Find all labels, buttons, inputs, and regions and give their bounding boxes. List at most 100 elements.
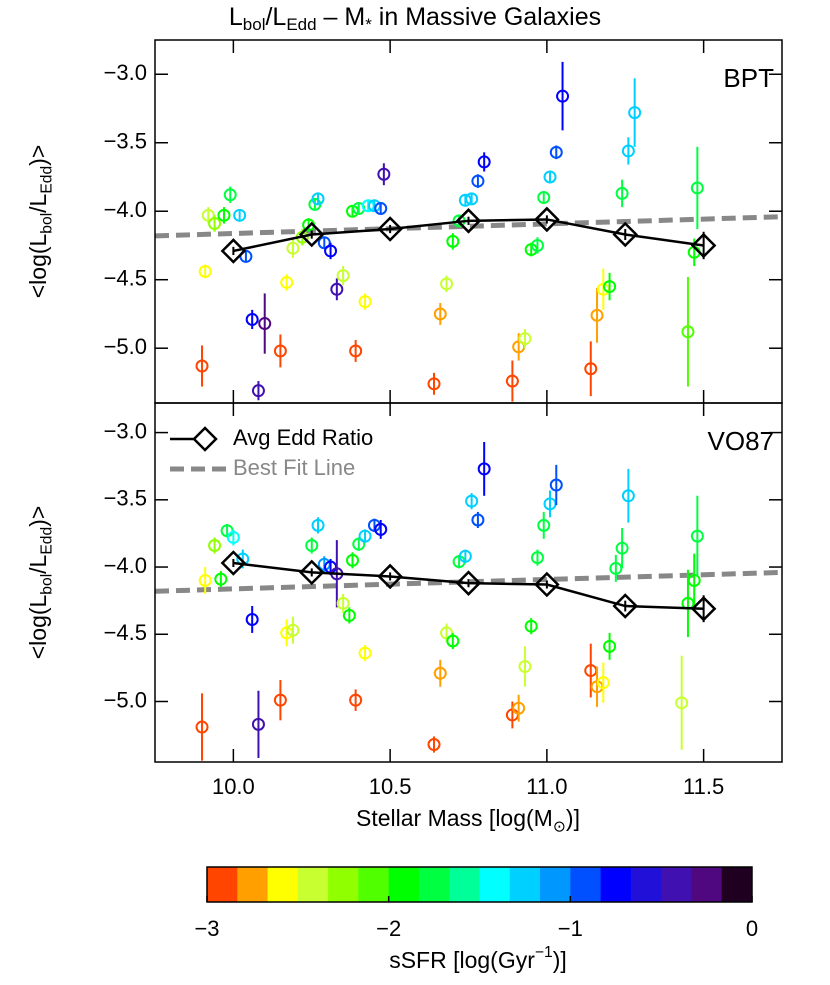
- data-point: [530, 238, 544, 252]
- data-point: [440, 277, 454, 291]
- avg-marker: [612, 221, 639, 248]
- text-part: in Massive Galaxies: [372, 3, 601, 31]
- data-point: [352, 537, 366, 551]
- colorbar-band: [630, 867, 662, 902]
- colorbar-band: [297, 867, 329, 902]
- data-point: [446, 634, 460, 648]
- data-point: [226, 530, 240, 544]
- y-axis-label: <log(Lbol/LEdd)>: [25, 145, 55, 299]
- text-part: /L: [265, 3, 286, 31]
- data-point: [198, 573, 212, 587]
- avg-marker: [377, 563, 403, 590]
- text-part: /L: [25, 554, 51, 573]
- data-point: [477, 155, 491, 169]
- colorbar-band: [388, 867, 420, 902]
- data-point: [556, 89, 570, 103]
- plot-area: [155, 441, 782, 761]
- avg-marker: [455, 208, 482, 234]
- data-point: [675, 696, 689, 710]
- avg-marker: [455, 570, 482, 596]
- data-point: [311, 192, 325, 206]
- text-part: *: [365, 15, 372, 34]
- data-point: [549, 145, 563, 159]
- text-part: )>: [25, 145, 51, 166]
- data-point: [530, 551, 544, 565]
- text-part: bol: [38, 213, 55, 234]
- y-tick-label: −4.0: [104, 553, 147, 578]
- panel-frame: [154, 402, 783, 763]
- text-part: Edd: [38, 527, 55, 555]
- data-point: [286, 241, 300, 255]
- data-point: [280, 275, 294, 289]
- colorbar-band: [509, 867, 541, 902]
- data-point: [214, 572, 228, 586]
- y-tick-label: −4.5: [104, 620, 147, 645]
- y-tick-label: −3.5: [104, 486, 147, 511]
- y-tick-label: −5.0: [104, 687, 147, 712]
- chart-title: Lbol/LEdd – M* in Massive Galaxies: [229, 3, 601, 35]
- text-part: )]: [553, 947, 567, 973]
- y-tick-label: −4.0: [104, 197, 147, 222]
- text-part: L: [229, 3, 243, 31]
- data-point: [433, 666, 447, 680]
- data-point: [628, 106, 642, 120]
- colorbar-tick-label: 0: [746, 916, 758, 941]
- text-part: Stellar Mass [log(M: [356, 805, 553, 831]
- data-point: [465, 494, 479, 508]
- x-axis-label: Stellar Mass [log(M⊙)]: [356, 805, 580, 835]
- data-point: [258, 317, 272, 331]
- avg-marker: [298, 221, 325, 248]
- data-point: [518, 332, 532, 346]
- avg-marker: [298, 559, 325, 586]
- data-point: [596, 676, 610, 690]
- data-point: [465, 192, 479, 206]
- data-point: [245, 312, 259, 326]
- text-part: bol: [243, 15, 266, 34]
- y-label-group: <log(Lbol/LEdd)>: [25, 506, 55, 660]
- legend-label: Avg Edd Ratio: [233, 425, 373, 450]
- y-tick-label: −3.0: [104, 418, 147, 443]
- data-point: [446, 234, 460, 248]
- x-tick-label: 10.0: [212, 774, 255, 799]
- avg-marker: [220, 550, 247, 576]
- data-point: [505, 374, 519, 388]
- y-label-group: <log(Lbol/LEdd)>: [25, 145, 55, 299]
- data-point: [346, 553, 360, 567]
- text-part: – M: [317, 3, 366, 31]
- data-point: [374, 522, 388, 536]
- x-tick-label: 11.0: [526, 774, 567, 799]
- text-part: Edd: [286, 15, 316, 34]
- data-point: [273, 344, 287, 358]
- data-point: [543, 170, 557, 184]
- data-point: [251, 384, 265, 398]
- data-point: [273, 693, 287, 707]
- y-axis-label: <log(Lbol/LEdd)>: [25, 506, 55, 660]
- avg-marker: [220, 238, 247, 264]
- avg-marker: [690, 232, 717, 259]
- data-point: [621, 144, 635, 158]
- colorbar-frame: [206, 866, 753, 903]
- colorbar-tick-label: −2: [376, 916, 401, 941]
- data-point: [621, 489, 635, 503]
- data-point: [336, 269, 350, 283]
- text-part: )>: [25, 506, 51, 527]
- text-part: ⊙: [553, 818, 566, 835]
- data-point: [681, 325, 695, 339]
- data-point: [349, 693, 363, 707]
- data-point: [358, 646, 372, 660]
- x-tick-label: 11.5: [683, 774, 724, 799]
- data-point: [590, 308, 604, 322]
- data-point: [512, 701, 526, 715]
- legend-avg-marker: [192, 426, 218, 452]
- legend-label: Best Fit Line: [233, 455, 355, 480]
- data-point: [603, 280, 617, 294]
- data-point: [195, 720, 209, 734]
- avg-marker: [534, 206, 560, 233]
- data-point: [687, 573, 701, 587]
- text-part: −1: [535, 944, 553, 961]
- data-point: [358, 529, 372, 543]
- data-point: [471, 174, 485, 188]
- text-part: <log(L: [25, 233, 51, 298]
- data-point: [198, 264, 212, 278]
- data-point: [336, 596, 350, 610]
